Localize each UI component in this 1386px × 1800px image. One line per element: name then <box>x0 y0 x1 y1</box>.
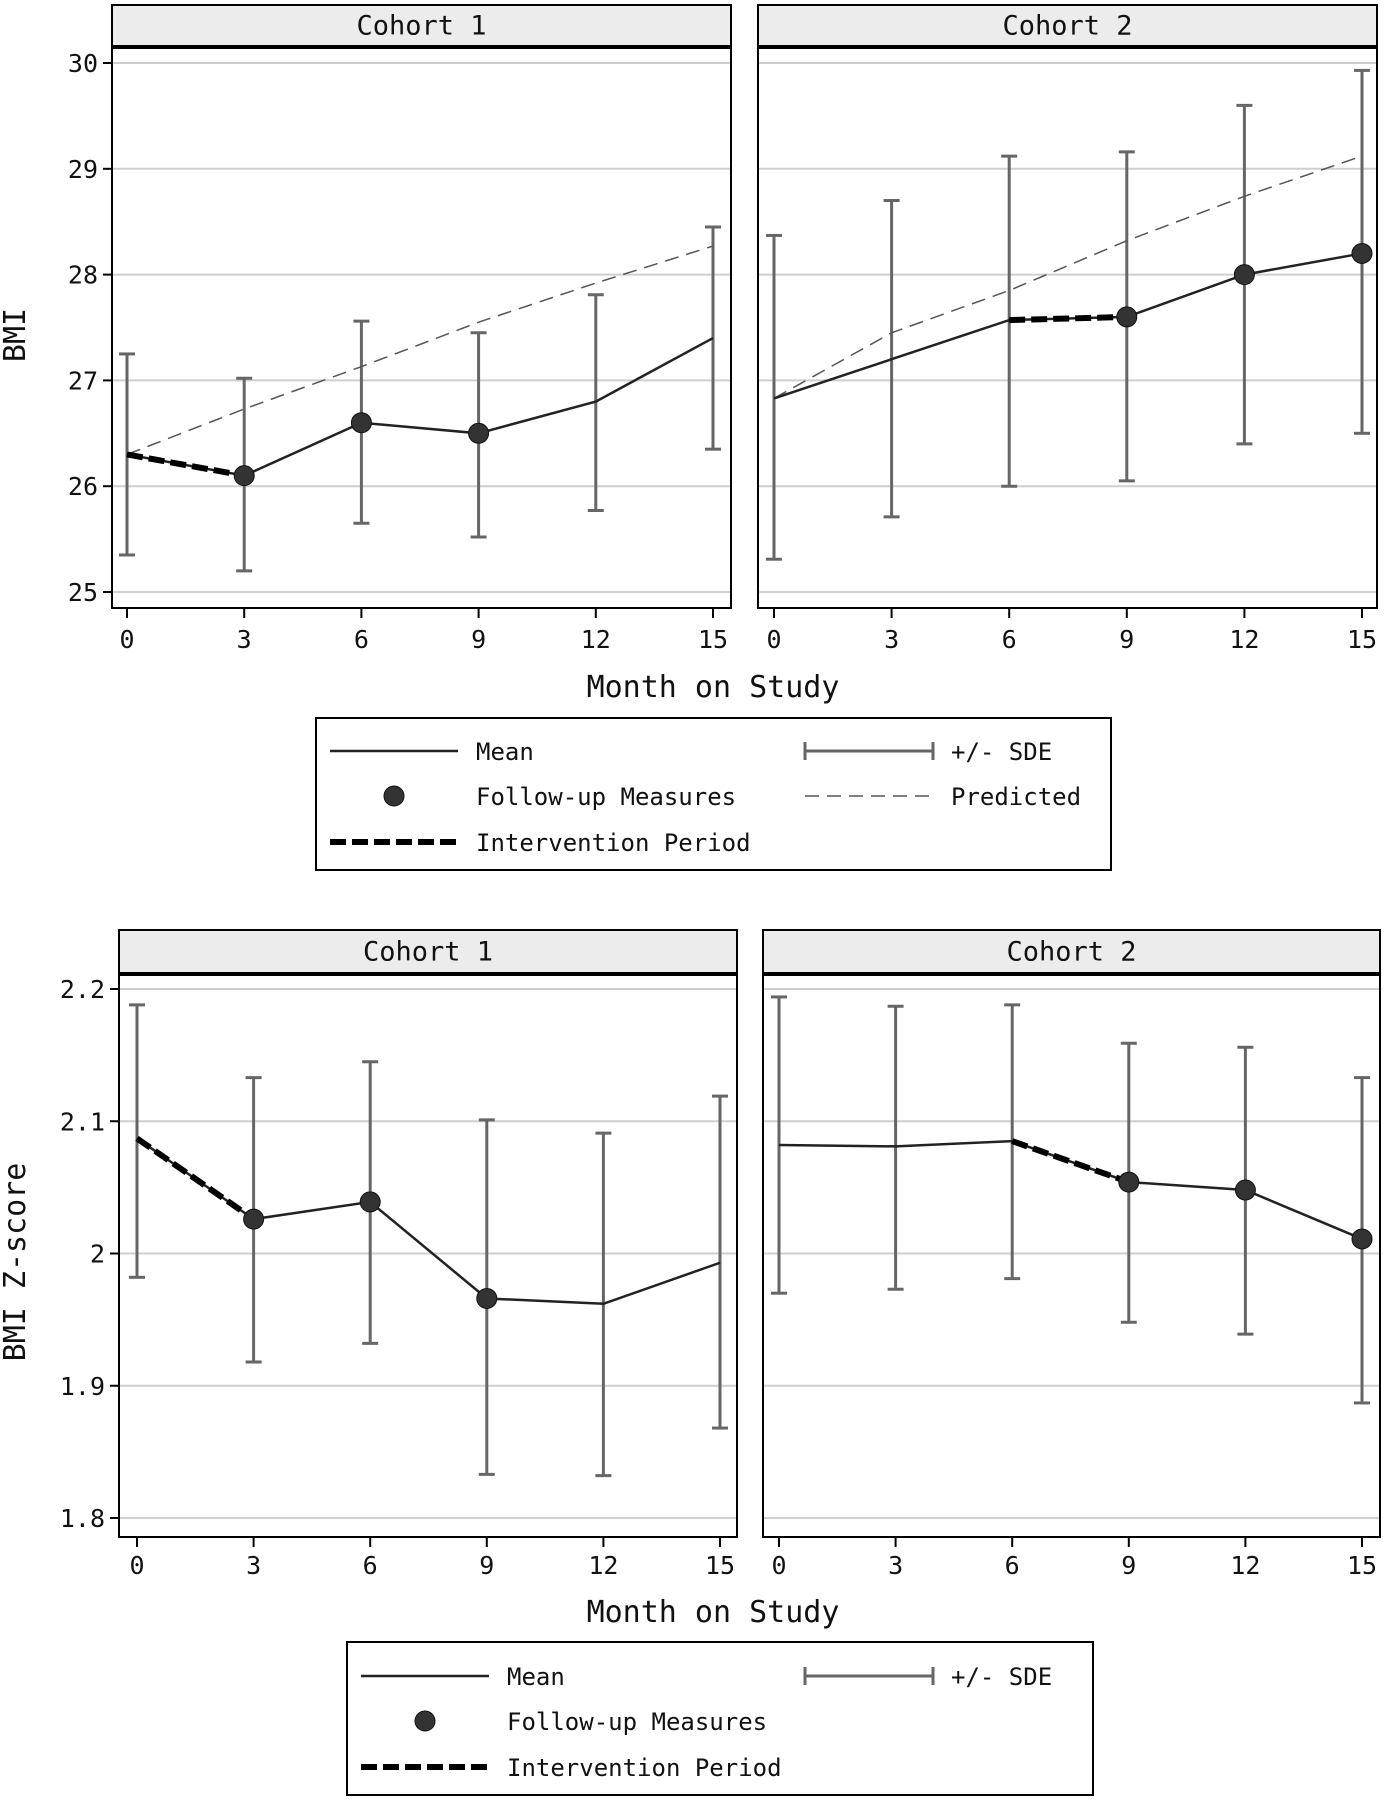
followup-marker <box>243 1208 265 1230</box>
x-tick-label: 12 <box>1230 1551 1260 1580</box>
panel-title: Cohort 2 <box>1002 11 1132 42</box>
legend-label-intervention: Intervention Period <box>507 1754 782 1782</box>
y-tick-label: 1.9 <box>60 1372 105 1401</box>
x-tick-label: 9 <box>479 1551 494 1580</box>
panel-strip <box>762 929 1381 974</box>
intervention-period-segment <box>126 451 245 479</box>
intervention-period-segment <box>1011 1138 1130 1185</box>
predicted-line <box>773 155 1363 400</box>
legend-label-sde: +/- SDE <box>951 1663 1052 1691</box>
followup-marker <box>476 1287 498 1309</box>
panel-strip <box>757 4 1378 47</box>
x-tick-label: 6 <box>363 1551 378 1580</box>
legend-box <box>346 1641 1094 1796</box>
x-tick-label: 15 <box>1347 625 1377 654</box>
legend: Mean +/- SDE Follow-up Measures Predicted In… <box>315 717 1112 871</box>
panel-cohort-1: Cohort 1 1.8 1.9 2 2.1 2.2 0 3 6 9 12 15 <box>60 929 738 1580</box>
x-tick-label: 12 <box>581 625 611 654</box>
plot-area <box>111 45 732 609</box>
x-tick-label: 12 <box>1229 625 1259 654</box>
legend-label-mean: Mean <box>507 1663 565 1691</box>
y-tick-label: 2.2 <box>60 975 105 1004</box>
y-tick-label: 2 <box>90 1240 105 1269</box>
predicted-line <box>126 245 714 456</box>
followup-marker <box>1118 1171 1140 1193</box>
x-tick-label: 3 <box>888 1551 903 1580</box>
y-tick-label: 2.1 <box>60 1107 105 1136</box>
x-tick-label: 9 <box>1119 625 1134 654</box>
mean-line <box>778 1139 1363 1241</box>
x-tick-label: 0 <box>771 1551 786 1580</box>
y-tick-label: 28 <box>68 261 98 290</box>
x-tick-label: 15 <box>705 1551 735 1580</box>
followup-marker <box>1233 264 1255 286</box>
y-tick-label: 26 <box>68 472 98 501</box>
y-tick-label: 27 <box>68 366 98 395</box>
bmi-zscore-chart: BMI Z-score Month on Study Cohort 1 1.8 1.… <box>0 929 1381 1796</box>
legend: Mean +/- SDE Follow-up Measures Interventio… <box>346 1641 1094 1796</box>
legend-label-mean: Mean <box>476 738 534 766</box>
y-axis-title: BMI <box>0 308 33 362</box>
y-tick-label: 29 <box>68 155 98 184</box>
legend-label-intervention: Intervention Period <box>476 829 751 857</box>
x-tick-label: 0 <box>119 625 134 654</box>
plot-area <box>757 45 1378 609</box>
followup-marker <box>359 1191 381 1213</box>
followup-marker <box>1116 306 1138 328</box>
intervention-period-segment <box>1009 313 1127 324</box>
intervention-period-segment <box>135 1135 256 1222</box>
x-tick-label: 12 <box>588 1551 618 1580</box>
panel-cohort-1: Cohort 1 25 26 27 28 29 30 0 3 6 9 12 15 <box>68 4 732 654</box>
x-tick-label: 9 <box>471 625 486 654</box>
x-tick-label: 0 <box>129 1551 144 1580</box>
panel-cohort-2: Cohort 2 0 3 6 9 12 15 <box>757 4 1378 654</box>
x-axis-title: Month on Study <box>587 670 840 705</box>
legend-swatch-followup <box>383 785 405 807</box>
followup-marker <box>468 422 490 444</box>
panel-title: Cohort 1 <box>363 937 493 968</box>
y-tick-label: 25 <box>68 578 98 607</box>
x-tick-label: 6 <box>1005 1551 1020 1580</box>
panel-title: Cohort 1 <box>356 11 486 42</box>
followup-marker <box>1234 1179 1256 1201</box>
y-tick-label: 1.8 <box>60 1504 105 1533</box>
legend-label-followup: Follow-up Measures <box>507 1708 767 1736</box>
legend-label-sde: +/- SDE <box>951 738 1052 766</box>
y-axis-title: BMI Z-score <box>0 1163 33 1362</box>
x-tick-label: 3 <box>884 625 899 654</box>
x-tick-label: 6 <box>1002 625 1017 654</box>
panel-cohort-2: Cohort 2 0 3 6 9 12 15 <box>762 929 1381 1580</box>
x-tick-label: 6 <box>354 625 369 654</box>
plot-area <box>762 972 1381 1538</box>
plot-area <box>118 972 738 1538</box>
bmi-chart: BMI Month on Study Cohort 12526272829300… <box>0 4 1378 871</box>
x-tick-label: 3 <box>237 625 252 654</box>
panel-strip <box>118 929 738 974</box>
legend-swatch-followup <box>414 1710 436 1732</box>
x-tick-label: 15 <box>1347 1551 1377 1580</box>
followup-marker <box>1351 242 1373 264</box>
x-tick-label: 3 <box>246 1551 261 1580</box>
followup-marker <box>350 412 372 434</box>
x-tick-label: 9 <box>1121 1551 1136 1580</box>
panel-title: Cohort 2 <box>1006 937 1136 968</box>
x-tick-label: 0 <box>766 625 781 654</box>
followup-marker <box>233 465 255 487</box>
legend-label-followup: Follow-up Measures <box>476 783 736 811</box>
x-tick-label: 15 <box>698 625 728 654</box>
panel-strip <box>111 4 732 47</box>
legend-label-predicted: Predicted <box>951 783 1081 811</box>
y-tick-label: 30 <box>68 49 98 78</box>
x-axis-title: Month on Study <box>587 1595 840 1630</box>
followup-marker <box>1351 1228 1373 1250</box>
